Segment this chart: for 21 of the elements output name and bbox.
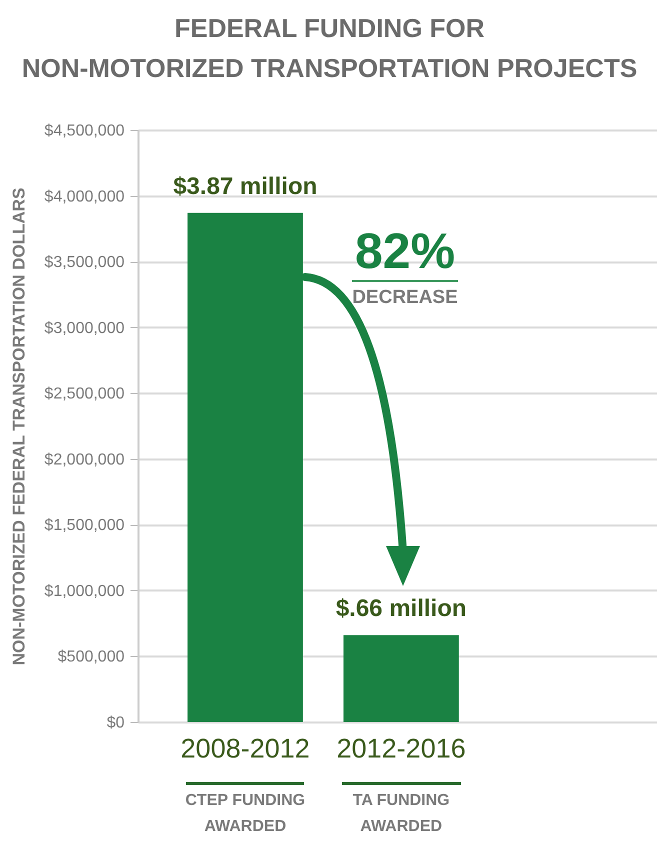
- data-label: $3.87 million: [173, 172, 318, 200]
- y-tick-label: $0: [106, 714, 125, 732]
- y-tick-label: $1,500,000: [44, 517, 125, 534]
- annotation: 82%: [352, 222, 458, 282]
- text: NON-MOTORIZED TRANSPORTATION PROJECTS: [22, 53, 638, 83]
- y-axis-title: NON-MOTORIZED FEDERAL TRANSPORTATION DOLLARS: [9, 188, 28, 666]
- y-tick-label: $4,000,000: [44, 188, 125, 206]
- text: CTEP FUNDING AWARDED: [185, 792, 306, 835]
- y-tick-label: $3,500,000: [44, 254, 125, 272]
- y-tick-label: $1,000,000: [44, 582, 125, 600]
- y-tick-label: $2,000,000: [44, 451, 125, 468]
- x-tick-label: 2012-2016: [336, 734, 466, 764]
- x-tick-label: 2008-2012: [180, 734, 310, 764]
- y-tick-label: $500,000: [58, 648, 125, 666]
- text: TA FUNDING AWARDED: [352, 792, 450, 835]
- data-label: $.66 million: [336, 595, 467, 622]
- annotation: DECREASE: [352, 286, 458, 310]
- text: FEDERAL FUNDING FOR: [174, 13, 485, 43]
- y-tick-label: $4,500,000: [44, 122, 125, 140]
- y-tick-label: $2,500,000: [44, 386, 125, 403]
- y-tick-label: $3,000,000: [44, 320, 125, 337]
